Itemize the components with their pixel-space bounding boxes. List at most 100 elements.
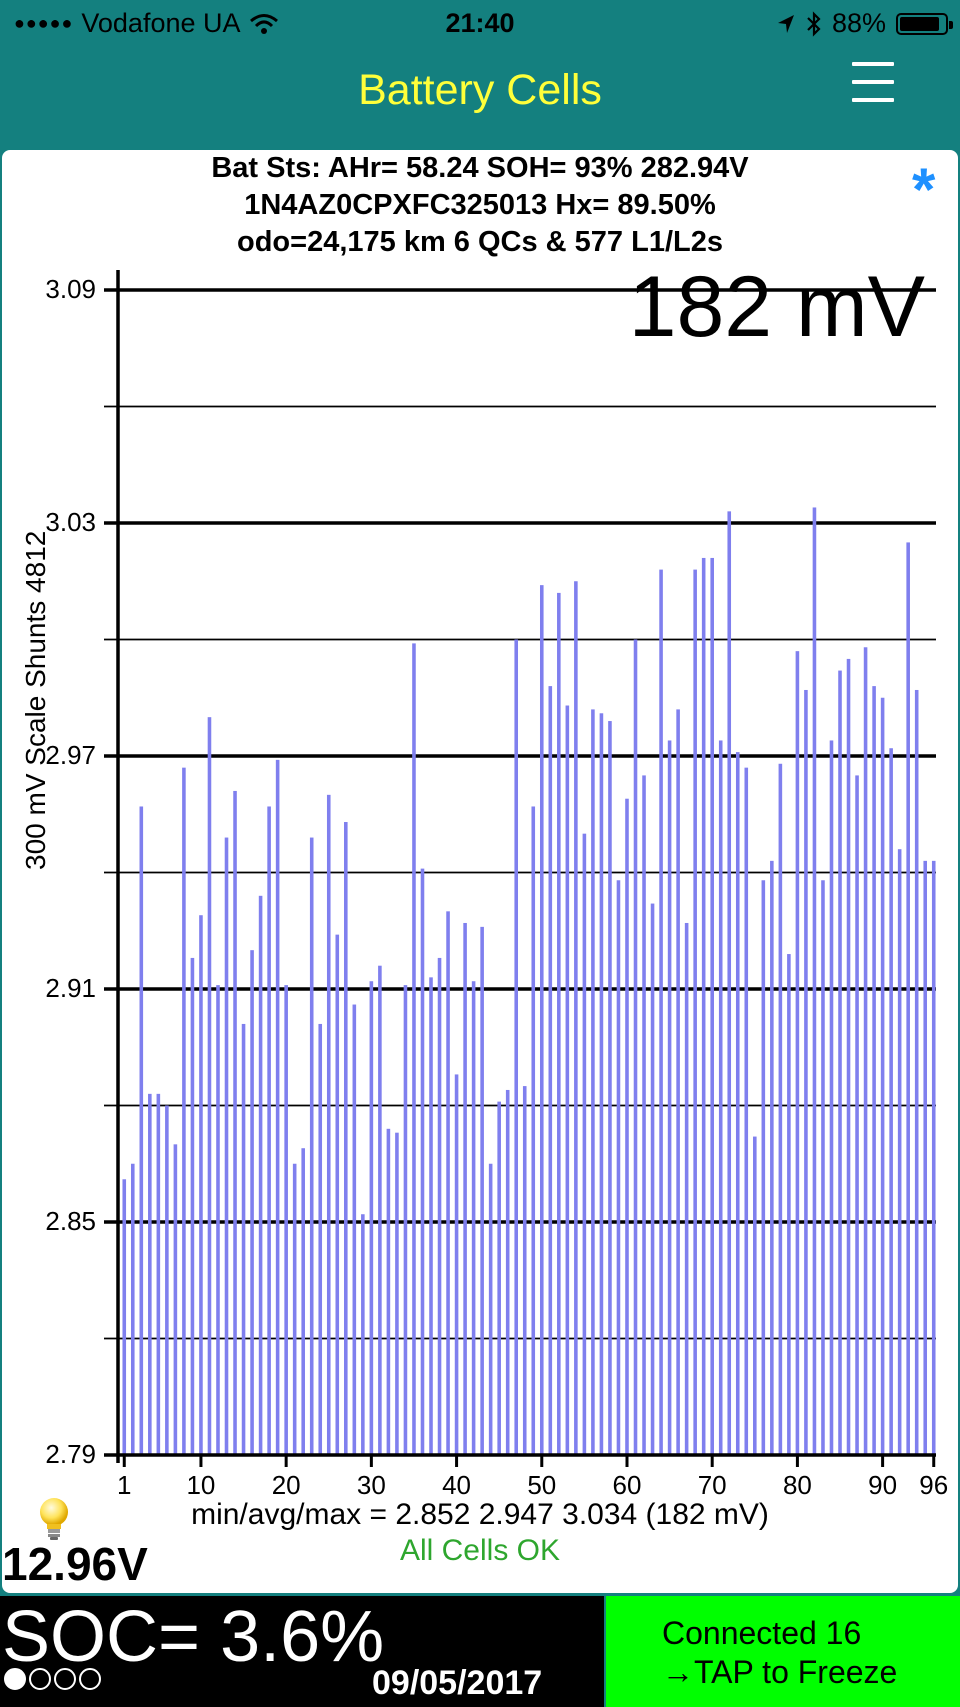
bar-cell-49 bbox=[531, 806, 536, 1455]
bar-cell-65 bbox=[667, 740, 672, 1455]
y-tick-label: 2.79 bbox=[45, 1439, 96, 1469]
bar-cell-38 bbox=[437, 957, 442, 1455]
bar-cell-39 bbox=[446, 911, 450, 1455]
bar-cell-64 bbox=[659, 569, 663, 1455]
state-of-charge: SOC= 3.6% bbox=[2, 1597, 385, 1677]
status-time: 21:40 bbox=[445, 8, 515, 38]
min-avg-max-stats: min/avg/max = 2.852 2.947 3.034 (182 mV) bbox=[191, 1498, 769, 1531]
signal-strength-icon: ●●●●● bbox=[14, 13, 74, 33]
bar-cell-91 bbox=[889, 748, 893, 1455]
bar-cell-69 bbox=[701, 557, 706, 1455]
bar-cell-50 bbox=[539, 585, 544, 1455]
bar-cell-15 bbox=[241, 1023, 246, 1455]
bar-cell-30 bbox=[369, 981, 374, 1455]
tap-to-freeze-button[interactable]: Connected 16 →TAP to Freeze bbox=[606, 1596, 960, 1707]
bar-cell-18 bbox=[267, 806, 271, 1455]
bar-cell-72 bbox=[727, 511, 732, 1456]
bar-cell-84 bbox=[829, 740, 834, 1455]
bar-cell-94 bbox=[914, 689, 919, 1455]
bar-cell-13 bbox=[224, 837, 229, 1455]
star-button[interactable]: * bbox=[912, 156, 936, 223]
page-dot[interactable] bbox=[4, 1668, 26, 1690]
battery-icon bbox=[896, 12, 953, 35]
bar-cell-68 bbox=[693, 569, 697, 1455]
status-left: ●●●●● Vodafone UA bbox=[14, 8, 279, 39]
bar-cell-60 bbox=[625, 798, 629, 1455]
page-dot[interactable] bbox=[29, 1668, 51, 1690]
bar-cell-56 bbox=[591, 709, 595, 1455]
bar-cell-78 bbox=[778, 763, 783, 1455]
bar-cell-44 bbox=[488, 1163, 493, 1455]
bar-cell-43 bbox=[480, 926, 484, 1455]
bar-cell-10 bbox=[199, 915, 203, 1455]
bar-cell-40 bbox=[454, 1074, 459, 1455]
x-tick-label: 30 bbox=[356, 1470, 386, 1500]
x-tick-label: 96 bbox=[919, 1470, 949, 1500]
odometer-line: odo=24,175 km 6 QCs & 577 L1/L2s bbox=[237, 226, 723, 258]
bar-cell-20 bbox=[284, 985, 288, 1455]
bar-cell-45 bbox=[497, 1101, 501, 1455]
light-bulb-icon[interactable] bbox=[36, 1496, 72, 1542]
bar-cell-1 bbox=[122, 1179, 127, 1455]
bar-cell-22 bbox=[301, 1148, 305, 1455]
bar-cell-46 bbox=[505, 1089, 510, 1455]
bar-cell-70 bbox=[710, 557, 714, 1455]
bar-cell-66 bbox=[676, 709, 680, 1455]
x-tick-label: 20 bbox=[271, 1470, 301, 1500]
bar-cell-87 bbox=[855, 775, 859, 1455]
bar-cell-79 bbox=[787, 954, 791, 1455]
bar-cell-3 bbox=[139, 806, 144, 1455]
bar-cell-21 bbox=[292, 1163, 297, 1455]
bar-cell-74 bbox=[744, 767, 749, 1455]
status-right: 88% bbox=[776, 8, 953, 39]
bar-cell-26 bbox=[335, 934, 340, 1455]
location-arrow-icon bbox=[777, 14, 794, 33]
bar-cell-32 bbox=[386, 1128, 391, 1455]
hamburger-menu-icon[interactable] bbox=[852, 62, 894, 114]
battery-status-line: Bat Sts: AHr= 58.24 SOH= 93% 282.94V bbox=[211, 152, 749, 184]
bar-cell-11 bbox=[207, 717, 212, 1455]
bar-cell-36 bbox=[420, 868, 425, 1455]
bar-cell-75 bbox=[753, 1136, 757, 1455]
bar-cell-51 bbox=[548, 686, 553, 1455]
bar-cell-34 bbox=[403, 985, 408, 1455]
cells-status: All Cells OK bbox=[399, 1534, 561, 1567]
x-tick-label: 10 bbox=[186, 1470, 216, 1500]
bar-cell-61 bbox=[633, 639, 638, 1455]
page-indicator[interactable] bbox=[4, 1668, 101, 1690]
x-tick-label: 50 bbox=[527, 1470, 557, 1500]
wifi-icon bbox=[249, 13, 278, 34]
bar-cell-16 bbox=[250, 950, 254, 1455]
bar-cell-5 bbox=[156, 1093, 161, 1455]
battery-info: Bat Sts: AHr= 58.24 SOH= 93% 282.94V 1N4… bbox=[0, 150, 960, 261]
bar-cell-14 bbox=[233, 790, 237, 1455]
battery-level-fill bbox=[900, 16, 939, 31]
bar-cell-8 bbox=[182, 767, 186, 1455]
carrier-name: Vodafone UA bbox=[81, 8, 241, 38]
bar-cell-41 bbox=[463, 922, 467, 1455]
bar-cell-12 bbox=[216, 985, 220, 1455]
x-tick-label: 1 bbox=[117, 1470, 132, 1500]
bar-cell-28 bbox=[352, 1004, 357, 1455]
aux-battery-voltage: 12.96V bbox=[2, 1538, 148, 1590]
y-tick-label: 2.91 bbox=[45, 973, 96, 1003]
bar-cell-47 bbox=[514, 639, 519, 1455]
bar-cell-9 bbox=[190, 957, 195, 1455]
x-tick-label: 90 bbox=[868, 1470, 898, 1500]
bar-cell-96 bbox=[931, 860, 936, 1455]
bar-cell-7 bbox=[173, 1144, 178, 1455]
bar-cell-80 bbox=[795, 651, 800, 1455]
page-dot[interactable] bbox=[79, 1668, 101, 1690]
bar-cell-2 bbox=[130, 1163, 135, 1455]
battery-percent: 88% bbox=[831, 8, 886, 38]
bar-cell-77 bbox=[770, 860, 774, 1455]
bar-cell-33 bbox=[395, 1132, 399, 1455]
bar-cell-93 bbox=[906, 542, 910, 1455]
bar-cell-29 bbox=[361, 1214, 365, 1455]
x-tick-label: 80 bbox=[782, 1470, 812, 1500]
page-dot[interactable] bbox=[54, 1668, 76, 1690]
x-tick-label: 60 bbox=[612, 1470, 642, 1500]
bar-cell-35 bbox=[412, 643, 416, 1455]
bar-cell-19 bbox=[275, 759, 280, 1455]
bar-cell-55 bbox=[582, 833, 587, 1455]
